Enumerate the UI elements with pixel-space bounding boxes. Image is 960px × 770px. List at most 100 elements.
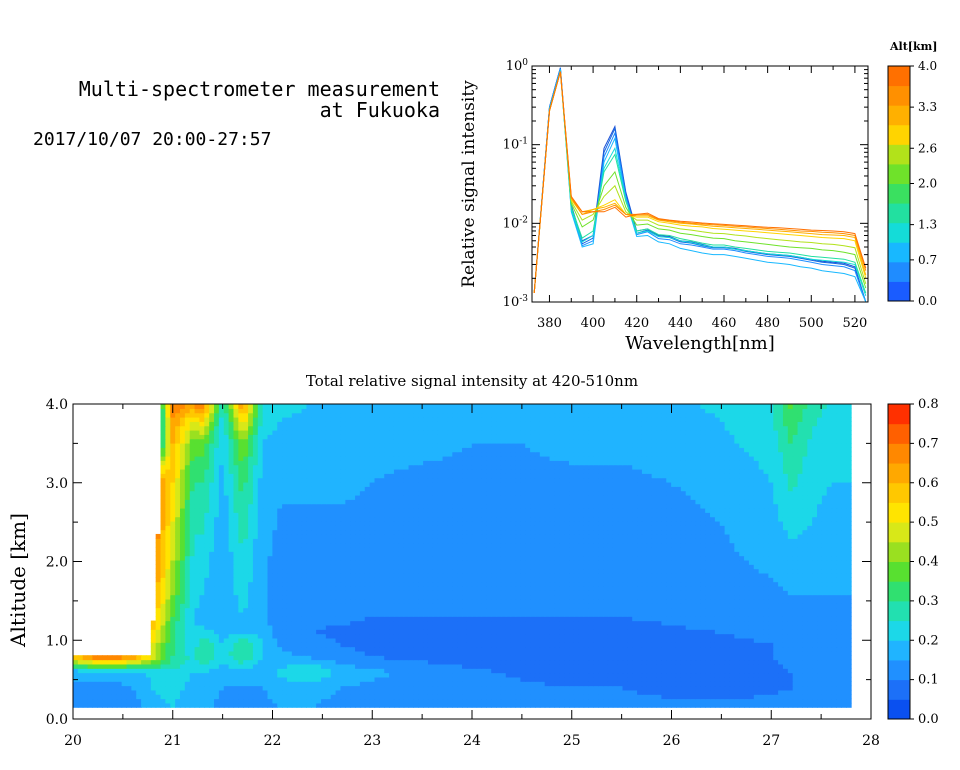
heatmap-cell [462, 698, 468, 704]
heatmap-cell [155, 594, 162, 600]
heatmap-cell [787, 616, 794, 622]
heatmap-cell [787, 620, 794, 626]
heatmap-cell [316, 590, 322, 596]
heatmap-cell [179, 663, 186, 669]
heatmap-cell [836, 689, 842, 695]
heatmap-cell [515, 594, 521, 600]
heatmap-cell [656, 685, 662, 691]
heatmap-cell [257, 637, 264, 643]
heatmap-cell [539, 611, 546, 617]
heatmap-cell [413, 594, 419, 600]
heatmap-cell [821, 685, 828, 691]
heatmap-cell [228, 663, 235, 669]
heatmap-cell [476, 685, 483, 691]
heatmap-cell [559, 585, 565, 591]
heatmap-cell [175, 685, 181, 691]
heatmap-cell [277, 629, 283, 635]
heatmap-cell [107, 672, 113, 678]
heatmap-cell [223, 581, 230, 587]
heatmap-cell [554, 694, 560, 700]
heatmap-cell [359, 698, 366, 704]
heatmap-cell [189, 702, 196, 708]
heatmap-cell [150, 685, 157, 691]
heatmap-cell [666, 650, 672, 656]
heatmap-cell [744, 581, 750, 587]
heatmap-cell [321, 698, 327, 704]
heatmap-cell [617, 672, 624, 678]
heatmap-cell [598, 590, 604, 596]
heatmap-cell [179, 603, 186, 609]
heatmap-cell [520, 663, 526, 669]
heatmap-cell [530, 659, 536, 665]
heatmap-cell [544, 624, 551, 630]
heatmap-cell [564, 572, 570, 578]
heatmap-cell [359, 581, 366, 587]
heatmap-cell [398, 642, 405, 648]
heatmap-cell [121, 676, 128, 682]
altitude-colorbar-tick-label: 0.0 [918, 294, 937, 308]
heatmap-cell [554, 616, 560, 622]
heatmap-cell [544, 642, 551, 648]
heatmap-cell [841, 676, 847, 682]
heatmap-cell [641, 637, 648, 643]
heatmap-cell [778, 698, 784, 704]
heatmap-cell [612, 681, 619, 687]
heatmap-cell [379, 607, 385, 613]
heatmap-cell [418, 577, 424, 583]
heatmap-cell [160, 663, 166, 669]
heatmap-cell [753, 603, 760, 609]
heatmap-cell [311, 676, 317, 682]
heatmap-cell [447, 611, 453, 617]
heatmap-cell [719, 689, 726, 695]
heatmap-cell [335, 689, 342, 695]
heatmap-cell [160, 611, 166, 617]
heatmap-cell [690, 572, 697, 578]
heatmap-cell [763, 663, 769, 669]
heatmap-cell [812, 702, 818, 708]
heatmap-cell [432, 611, 439, 617]
heatmap-cell [199, 594, 205, 600]
heatmap-cell [321, 598, 327, 604]
heatmap-cell [179, 689, 186, 695]
altitude-colorbar-segment [888, 281, 910, 302]
heatmap-cell [330, 572, 337, 578]
heatmap-cell [170, 685, 176, 691]
heatmap-cell [685, 694, 692, 700]
heatmap-cell [291, 585, 298, 591]
heatmap-cell [841, 590, 847, 596]
heatmap-cell [233, 642, 239, 648]
heatmap-cell [330, 616, 337, 622]
heatmap-cell [646, 603, 653, 609]
heatmap-cell [607, 672, 614, 678]
heatmap-cell [267, 629, 273, 635]
spectrum-series-line-0 [533, 67, 867, 302]
heatmap-cell [685, 572, 692, 578]
heatmap-cell [802, 577, 808, 583]
spectrum-x-tick-label: 520 [842, 316, 867, 331]
heatmap-cell [671, 694, 677, 700]
heatmap-cell [739, 598, 745, 604]
heatmap-cell [578, 646, 585, 652]
heatmap-cell [277, 620, 283, 626]
heatmap-cell [150, 694, 157, 700]
heatmap-cell [170, 668, 176, 674]
heatmap-cell [423, 629, 429, 635]
heatmap-cell [778, 681, 784, 687]
heatmap-cell [316, 598, 322, 604]
heatmap-cell [505, 585, 512, 591]
heatmap-cell [734, 611, 740, 617]
heatmap-cell [481, 702, 487, 708]
heatmap-cell [782, 572, 789, 578]
heatmap-cell [184, 598, 191, 604]
heatmap-cell [189, 629, 196, 635]
heatmap-cell [588, 637, 594, 643]
heatmap-cell [690, 577, 697, 583]
heatmap-cell [432, 681, 439, 687]
heatmap-cell [661, 598, 667, 604]
heatmap-cell [651, 616, 658, 622]
heatmap-cell [184, 585, 191, 591]
heatmap-cell [705, 603, 711, 609]
heatmap-cell [481, 611, 487, 617]
heatmap-cell [102, 685, 108, 691]
heatmap-cell [583, 702, 590, 708]
